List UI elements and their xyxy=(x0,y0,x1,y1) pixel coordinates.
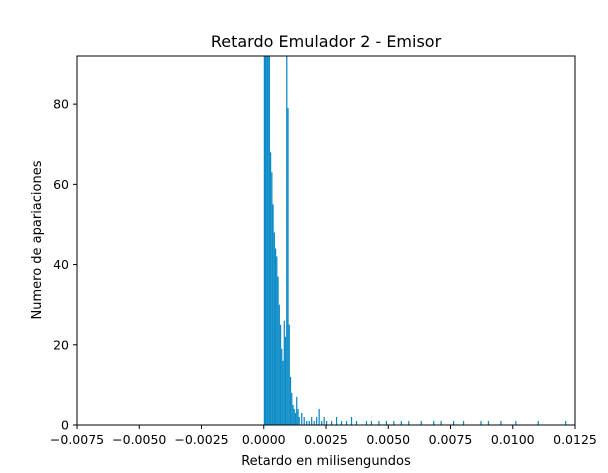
y-tick-label: 60 xyxy=(53,177,69,192)
histogram-bar-34 xyxy=(313,420,315,425)
histogram-bar-31 xyxy=(306,420,308,425)
histogram-bar-1 xyxy=(265,56,267,425)
histogram-bar-13 xyxy=(279,324,282,425)
x-tick-label: 0.0100 xyxy=(491,432,535,447)
histogram-bar-16 xyxy=(283,320,285,425)
histogram-bar-45 xyxy=(355,420,358,425)
histogram-bar-24 xyxy=(293,408,295,425)
histogram-bar-30 xyxy=(303,416,305,425)
histogram-bar-10 xyxy=(276,256,278,425)
histogram-bar-5 xyxy=(269,152,272,425)
x-axis-label: Retardo en milisengundos xyxy=(241,454,411,469)
x-tick-label: −0.0075 xyxy=(50,432,104,447)
histogram-bar-61 xyxy=(515,420,517,425)
y-tick-label: 40 xyxy=(53,257,69,272)
x-tick-label: −0.0050 xyxy=(112,432,166,447)
histogram-bar-36 xyxy=(318,408,320,425)
histogram-bar-46 xyxy=(365,420,368,425)
bars-group xyxy=(263,56,567,425)
histogram-bar-44 xyxy=(350,416,353,425)
histogram-bar-38 xyxy=(323,416,325,425)
x-axis-ticks: −0.0075 −0.0050 −0.0025 0.0000 0.0025 0.0050 0… xyxy=(50,425,597,447)
histogram-bar-54 xyxy=(433,420,435,425)
histogram-bar-28 xyxy=(298,416,300,425)
histogram-bar-53 xyxy=(420,420,422,425)
histogram-bar-9 xyxy=(274,248,277,425)
histogram-bar-3 xyxy=(267,56,269,425)
y-axis-ticks: 0 20 40 60 80 xyxy=(53,97,77,433)
histogram-bar-48 xyxy=(378,420,380,425)
histogram-bar-50 xyxy=(393,420,395,425)
histogram-bar-19 xyxy=(287,108,289,425)
x-tick-label: 0.0075 xyxy=(429,432,473,447)
histogram-bar-26 xyxy=(296,396,298,425)
histogram-bar-35 xyxy=(316,416,318,425)
y-tick-label: 80 xyxy=(53,97,69,112)
histogram-bar-49 xyxy=(385,420,388,425)
histogram-bar-52 xyxy=(408,420,410,425)
histogram-bar-7 xyxy=(272,204,274,425)
histogram-bar-41 xyxy=(335,416,338,425)
histogram-bar-40 xyxy=(330,420,333,425)
histogram-bar-63 xyxy=(565,420,567,425)
histogram-bar-60 xyxy=(500,420,502,425)
histogram-bar-11 xyxy=(277,276,279,425)
histogram-bar-21 xyxy=(289,376,292,425)
y-tick-label: 20 xyxy=(53,337,69,352)
histogram-bar-32 xyxy=(308,420,310,425)
chart-title: Retardo Emulador 2 - Emisor xyxy=(211,32,442,51)
histogram-bar-55 xyxy=(440,420,442,425)
histogram-bar-27 xyxy=(297,408,299,425)
x-tick-label: 0.0000 xyxy=(242,432,286,447)
histogram-bar-4 xyxy=(268,56,270,425)
histogram-bar-47 xyxy=(370,420,373,425)
histogram-bar-56 xyxy=(452,420,455,425)
histogram-bar-58 xyxy=(480,420,482,425)
histogram-bar-25 xyxy=(294,412,297,425)
histogram-bar-33 xyxy=(311,416,313,425)
histogram-bar-62 xyxy=(537,420,539,425)
histogram-bar-15 xyxy=(282,360,284,425)
histogram-bar-8 xyxy=(273,232,275,425)
histogram-bar-12 xyxy=(278,304,280,425)
histogram-bar-59 xyxy=(487,420,490,425)
histogram-bar-37 xyxy=(321,420,323,425)
histogram-bar-6 xyxy=(271,172,273,425)
histogram-bar-39 xyxy=(326,420,328,425)
histogram-bar-0 xyxy=(263,56,265,425)
histogram-bar-17 xyxy=(284,336,287,425)
y-axis-label: Numero de apariaciones xyxy=(30,160,45,319)
histogram-bar-51 xyxy=(400,420,402,425)
y-tick-label: 0 xyxy=(61,418,69,433)
x-tick-label: 0.0050 xyxy=(366,432,410,447)
histogram-bar-42 xyxy=(340,420,343,425)
x-tick-label: −0.0025 xyxy=(174,432,228,447)
histogram-bar-22 xyxy=(291,392,293,425)
histogram-bar-29 xyxy=(301,412,303,425)
histogram-bar-43 xyxy=(345,420,348,425)
histogram-bar-57 xyxy=(462,420,465,425)
x-tick-label: 0.0125 xyxy=(553,432,597,447)
histogram-bar-2 xyxy=(266,56,268,425)
histogram-bar-14 xyxy=(281,348,283,425)
x-tick-label: 0.0025 xyxy=(304,432,348,447)
histogram-bar-23 xyxy=(292,404,294,425)
histogram-bar-20 xyxy=(288,324,290,425)
histogram-bar-18 xyxy=(286,56,288,425)
